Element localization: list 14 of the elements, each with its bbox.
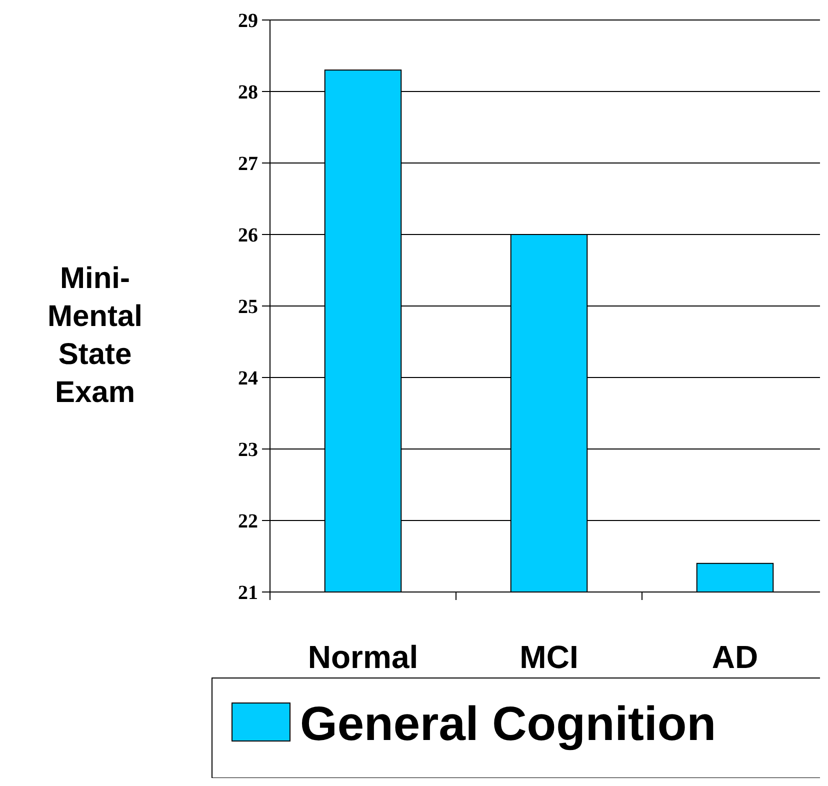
x-tick-label: AD bbox=[712, 639, 758, 675]
y-tick-label: 27 bbox=[238, 153, 258, 175]
x-tick-label: Normal bbox=[308, 639, 418, 675]
legend-label: General Cognition bbox=[300, 698, 716, 751]
y-axis-title: Mini-Mental State Exam bbox=[47, 262, 143, 409]
y-tick-label: 29 bbox=[238, 10, 258, 32]
y-tick-label: 22 bbox=[238, 510, 258, 532]
y-tick-label: 26 bbox=[238, 224, 258, 246]
x-tick-label: MCI bbox=[520, 639, 578, 675]
y-tick-label: 25 bbox=[238, 296, 258, 318]
y-tick-label: 28 bbox=[238, 82, 258, 104]
y-tick-label: 24 bbox=[238, 368, 258, 390]
y-tick-label: 21 bbox=[238, 582, 258, 604]
y-tick-label: 23 bbox=[238, 439, 258, 461]
